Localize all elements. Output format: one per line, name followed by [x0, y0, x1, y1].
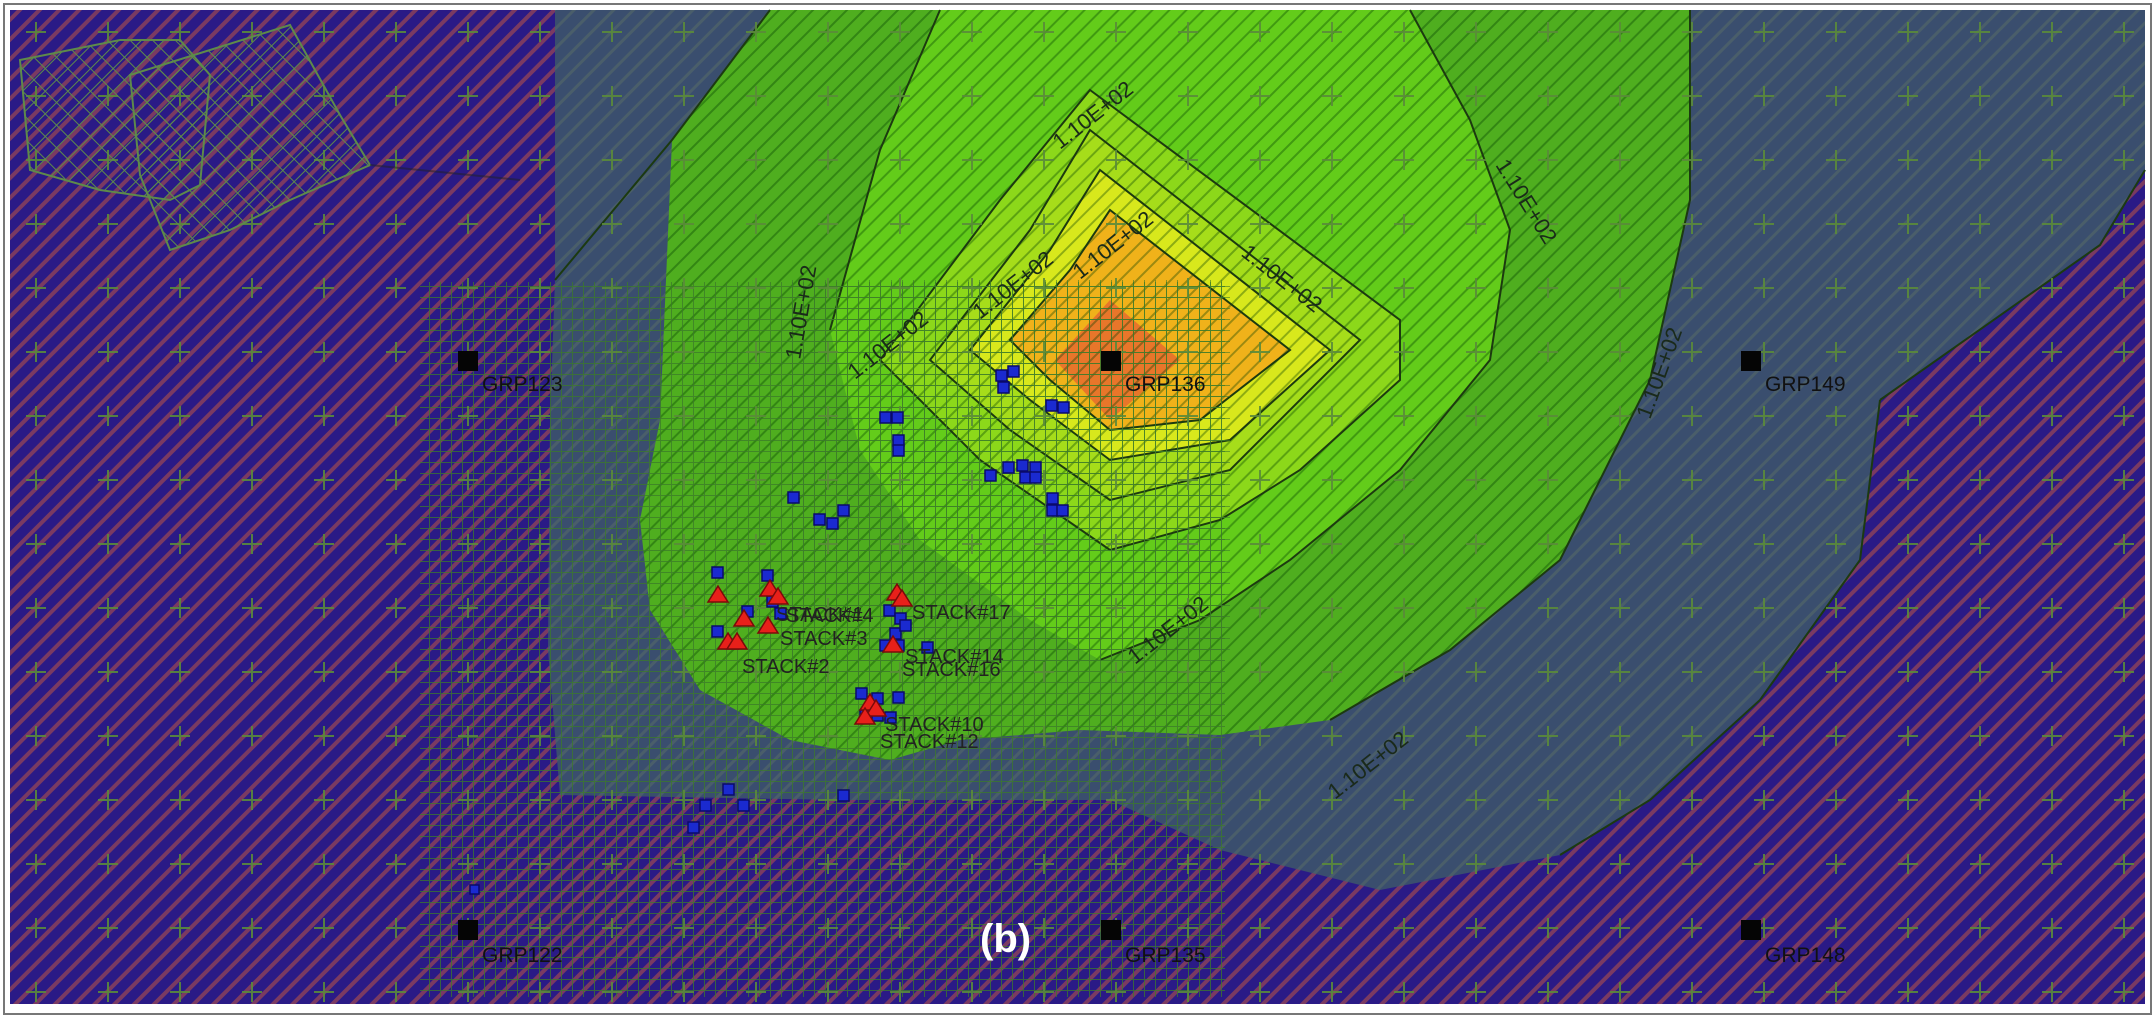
stack-label: STACK#3	[780, 628, 867, 650]
receptor-label: GRP148	[1765, 944, 1846, 967]
stack-label: STACK#1	[776, 604, 863, 626]
panel-label: (b)	[980, 917, 1031, 961]
receptor-marker-grp123	[458, 351, 478, 371]
receptor-label: GRP122	[482, 944, 563, 967]
receptor-marker-grp135	[1101, 920, 1121, 940]
stack-label: STACK#4	[786, 605, 873, 627]
receptor-label: GRP123	[482, 373, 563, 396]
receptor-label: GRP135	[1125, 944, 1206, 967]
building-footprint	[18, 23, 372, 252]
receptor-label: GRP136	[1125, 373, 1206, 396]
receptor-markers: GRP123 GRP136 GRP149 GRP122 GRP135 GRP14…	[458, 351, 1846, 967]
stack-label: STACK#17	[912, 602, 1011, 624]
receptor-marker-grp136	[1101, 351, 1121, 371]
stack-label: STACK#10	[885, 714, 984, 736]
stack-label: STACK#14	[905, 646, 1004, 668]
receptor-marker-grp149	[1741, 351, 1761, 371]
stack-label: STACK#12	[880, 731, 979, 753]
receptor-label: GRP149	[1765, 373, 1846, 396]
stack-label-group: STACK#1 STACK#3 STACK#4 STACK#2 STACK#17…	[742, 602, 1011, 753]
stack-label: STACK#2	[742, 656, 829, 678]
map-canvas: 1.10E+02 1.10E+02 1.10E+02 1.10E+02 1.10…	[10, 9, 2146, 1004]
boundary-line	[369, 164, 521, 181]
stack-label: STACK#16	[902, 659, 1001, 681]
receptor-grid-coarse	[10, 10, 2145, 1004]
receptor-marker-grp122	[458, 920, 478, 940]
stack-markers	[706, 578, 914, 725]
receptor-marker-grp148	[1741, 920, 1761, 940]
